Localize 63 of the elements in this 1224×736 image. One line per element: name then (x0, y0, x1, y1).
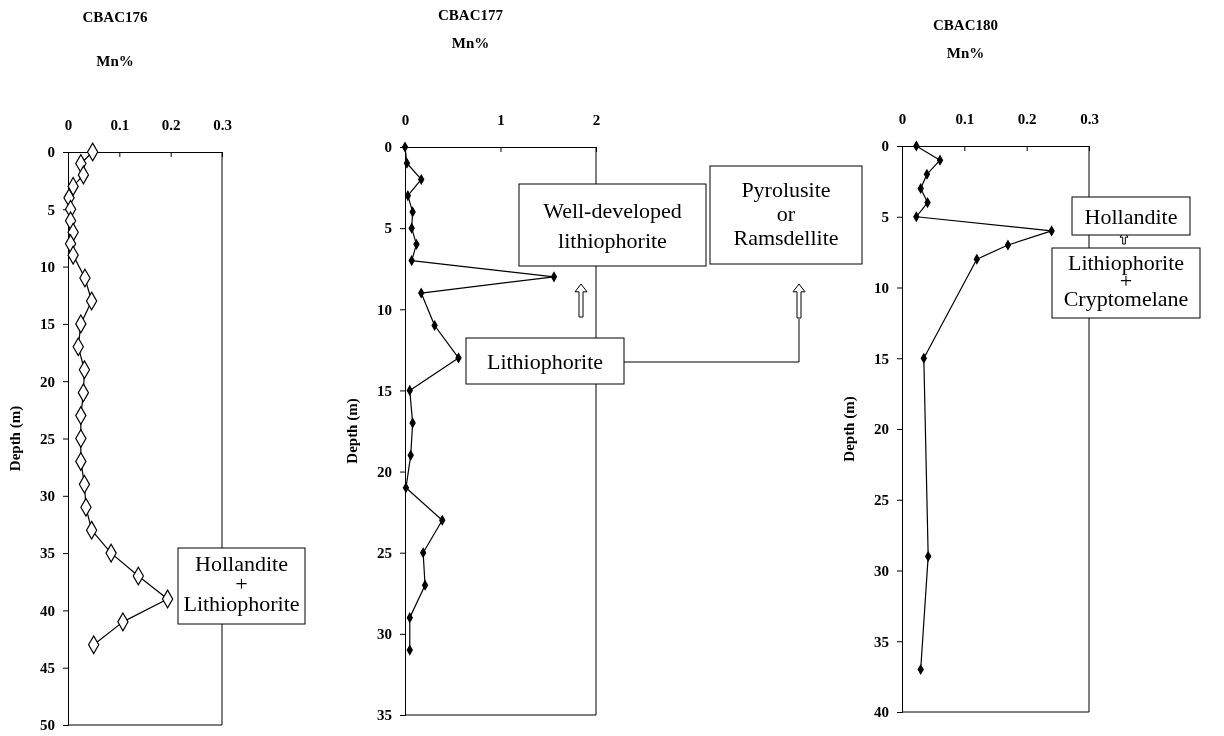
x-tick-label: 1 (497, 112, 505, 128)
x-tick-label: 0.1 (955, 111, 975, 127)
chart-title: CBAC177 (437, 7, 504, 23)
y-tick-label: 20 (377, 463, 392, 480)
y-tick-label: 0 (384, 139, 392, 156)
x-tick-label: 0.2 (1017, 111, 1037, 127)
y-tick-label: 30 (40, 488, 55, 505)
y-tick-label: 40 (874, 704, 889, 721)
y-tick-label: 10 (40, 258, 55, 275)
y-tick-label: 5 (881, 209, 889, 226)
point (913, 141, 920, 151)
annotation: Lithiophorite + Cryptomelane (1063, 249, 1189, 311)
y-tick-label: 50 (40, 717, 55, 734)
point (550, 271, 558, 282)
y-tick-label: 5 (384, 220, 392, 237)
y-axis-title: Depth (m) (344, 398, 361, 464)
y-tick-label: 25 (377, 545, 392, 562)
y-tick-label: 20 (40, 373, 55, 390)
x-tick-label: 0 (401, 112, 410, 128)
y-tick-label: 5 (47, 201, 55, 218)
x-tick-label: 0 (64, 117, 73, 133)
y-tick-label: 30 (377, 626, 392, 643)
annotation: Hollandite + Lithiophorite (183, 551, 300, 616)
y-tick-label: 30 (874, 562, 889, 579)
x-tick-label: 0.3 (1080, 111, 1099, 127)
y-tick-label: 15 (377, 382, 392, 399)
x-tick-label: 0.3 (213, 117, 232, 133)
x-tick-label: 0 (898, 111, 907, 127)
x-axis-title: Mn% (451, 35, 490, 51)
y-tick-label: 15 (874, 350, 889, 367)
y-axis-title: Depth (m) (841, 396, 858, 462)
y-tick-label: 25 (40, 430, 55, 447)
y-tick-label: 25 (874, 492, 889, 509)
point (455, 353, 462, 363)
point (1004, 240, 1012, 251)
y-tick-label: 10 (874, 279, 889, 296)
x-tick-label: 0.2 (161, 117, 181, 133)
point (936, 155, 944, 166)
annotation: Hollandite (1084, 203, 1178, 229)
y-tick-label: 10 (377, 301, 392, 318)
x-axis-title: Mn% (96, 53, 134, 69)
y-tick-label: 35 (40, 545, 55, 562)
y-tick-label: 20 (874, 421, 889, 438)
x-axis-title: Mn% (946, 45, 985, 61)
y-tick-label: 45 (40, 660, 55, 676)
y-tick-label: 40 (40, 602, 55, 619)
y-axis-title: Depth (m) (7, 405, 24, 472)
y-tick-label: 35 (874, 633, 889, 650)
x-tick-label: 0.1 (110, 117, 130, 133)
y-tick-label: 0 (881, 138, 889, 155)
chart-title: CBAC180 (932, 17, 999, 33)
annotation: Lithiophorite (486, 348, 604, 374)
chart-title: CBAC176 (82, 9, 148, 25)
text: Pyrolusite or Ramsdellite (733, 177, 839, 250)
y-tick-label: 0 (47, 144, 55, 161)
point (923, 169, 931, 180)
annotation: Well-developed lithiophorite (543, 197, 682, 253)
point (421, 580, 429, 591)
y-tick-label: 35 (377, 707, 392, 724)
point (401, 142, 409, 152)
x-tick-label: 2 (592, 112, 601, 128)
point (403, 158, 411, 169)
y-tick-label: 15 (40, 316, 55, 333)
